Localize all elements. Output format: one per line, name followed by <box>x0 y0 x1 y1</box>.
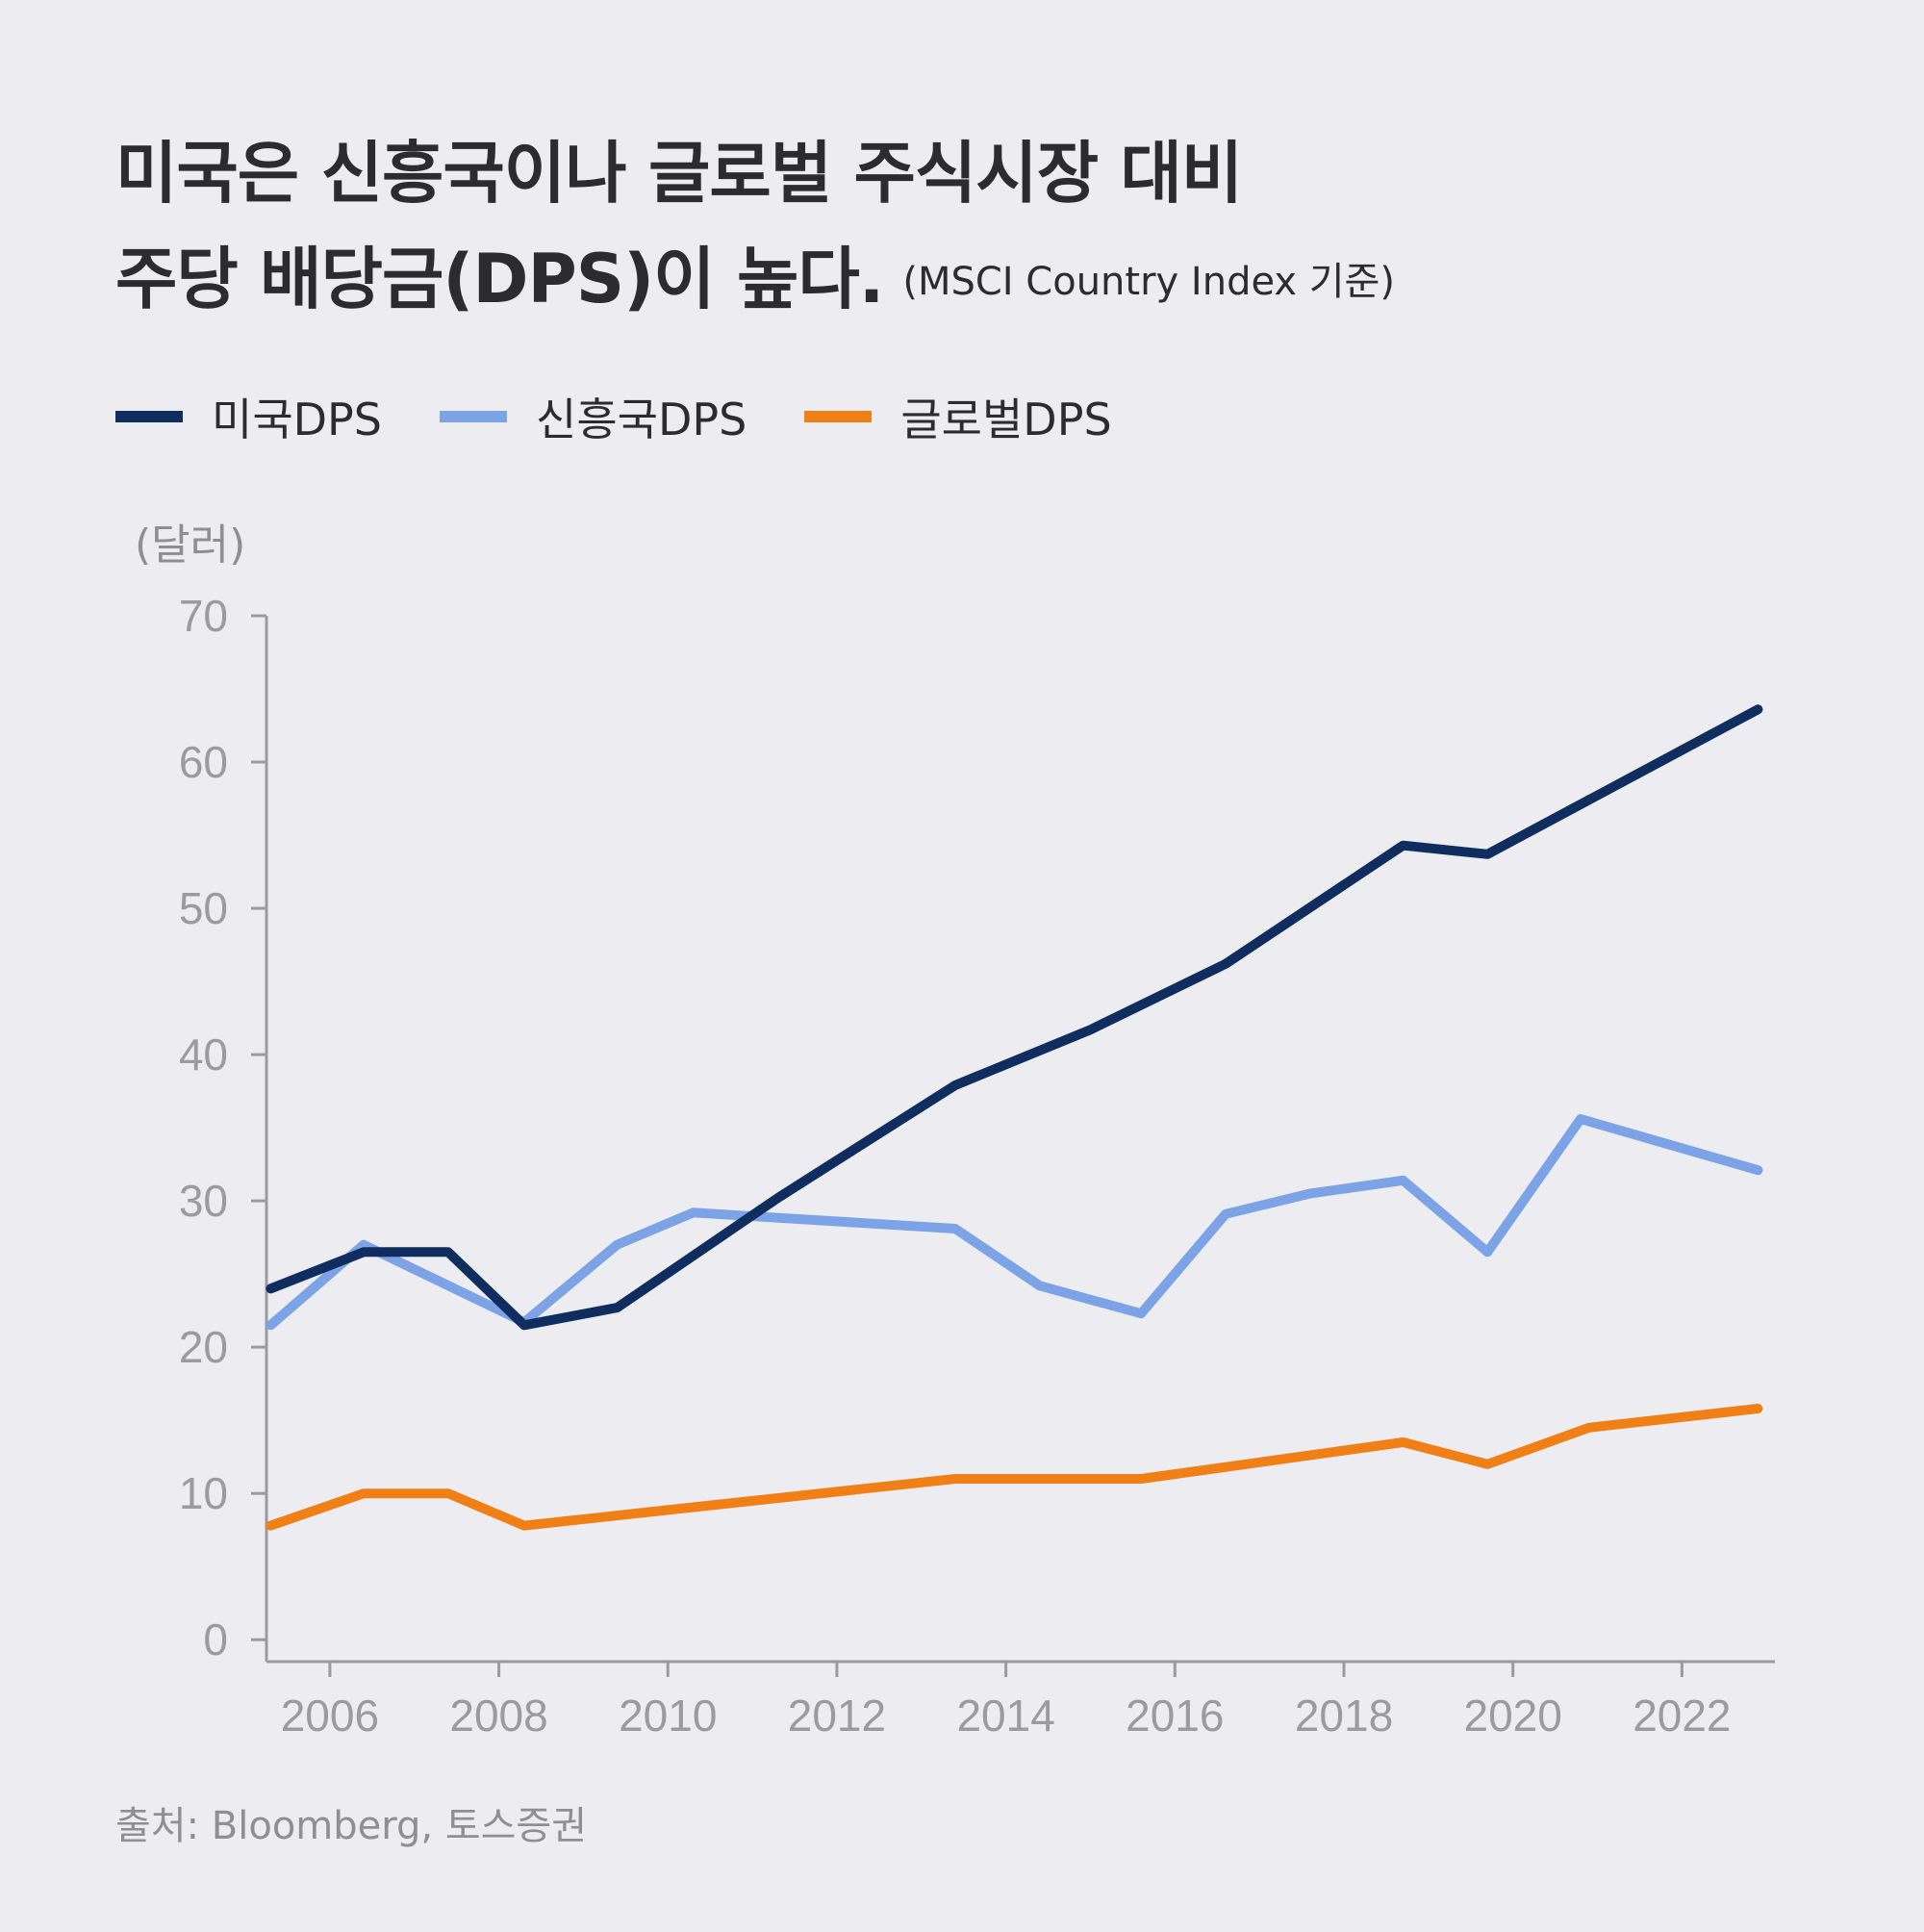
x-tick-label: 2018 <box>1295 1690 1393 1741</box>
title-line-2-text: 주당 배당금(DPS)이 높다. <box>115 240 884 318</box>
y-tick-label: 30 <box>179 1176 228 1226</box>
x-tick-label: 2016 <box>1126 1690 1224 1741</box>
x-tick-label: 2010 <box>619 1690 717 1741</box>
source-note: 출처: Bloomberg, 토스증권 <box>115 1804 588 1848</box>
legend-label-us: 미국DPS <box>212 394 382 445</box>
y-tick-label: 0 <box>203 1614 228 1665</box>
y-tick-label: 10 <box>179 1468 228 1518</box>
x-tick-label: 2014 <box>956 1690 1054 1741</box>
series-line-global <box>266 1404 1763 1531</box>
x-tick-label: 2012 <box>788 1690 886 1741</box>
title-note: (MSCI Country Index 기준) <box>902 260 1395 304</box>
legend: 미국DPS 신흥국DPS 글로벌DPS <box>115 385 1170 448</box>
legend-swatch-em <box>440 411 507 422</box>
y-axis-unit-label: (달러) <box>135 521 246 570</box>
x-tick-label: 2020 <box>1464 1690 1562 1741</box>
legend-item-global: 글로벌DPS <box>804 385 1112 448</box>
chart-title: 미국은 신흥국이나 글로벌 주식시장 대비 주당 배당금(DPS)이 높다. (M… <box>115 120 1395 335</box>
y-tick-label: 40 <box>179 1030 228 1080</box>
series-line-em <box>266 1114 1763 1331</box>
legend-item-us: 미국DPS <box>115 385 382 448</box>
y-tick-label: 50 <box>179 883 228 933</box>
legend-swatch-us <box>115 411 183 422</box>
series-line-us <box>266 704 1763 1331</box>
legend-swatch-global <box>804 411 873 422</box>
y-tick-label: 70 <box>179 591 228 641</box>
x-tick-label: 2008 <box>449 1690 547 1741</box>
x-tick-label: 2006 <box>281 1690 379 1741</box>
y-tick-label: 20 <box>179 1322 228 1372</box>
x-tick-label: 2022 <box>1633 1690 1731 1741</box>
legend-item-em: 신흥국DPS <box>440 385 747 448</box>
title-line-1: 미국은 신흥국이나 글로벌 주식시장 대비 <box>115 134 1243 213</box>
title-line-2: 주당 배당금(DPS)이 높다. (MSCI Country Index 기준) <box>115 226 1395 335</box>
legend-label-global: 글로벌DPS <box>900 394 1112 445</box>
legend-label-em: 신흥국DPS <box>536 394 747 445</box>
y-tick-label: 60 <box>179 737 228 787</box>
